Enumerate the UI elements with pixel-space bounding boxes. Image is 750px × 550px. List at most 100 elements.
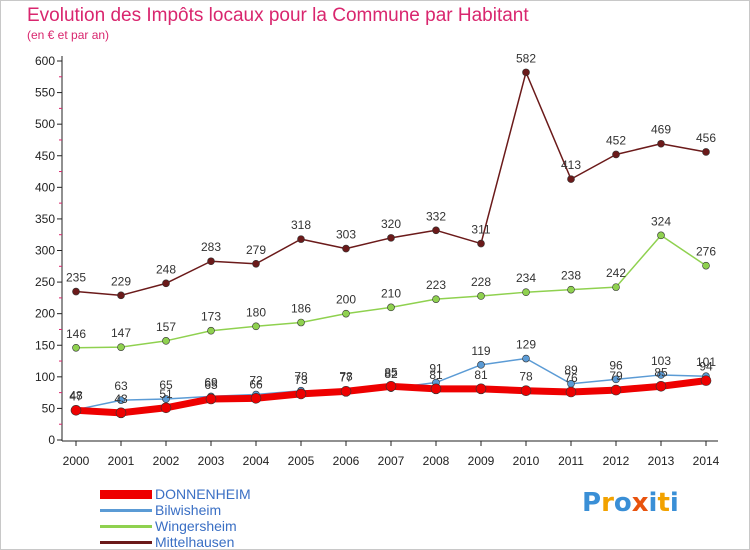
y-tick-label: 250 [35, 275, 55, 289]
data-label-bilwisheim: 48 [69, 389, 83, 403]
logo-letter: o [613, 488, 632, 518]
data-label-wingersheim: 223 [426, 278, 446, 292]
data-point-donnenheim [160, 402, 172, 414]
data-label-donnenheim: 79 [609, 369, 623, 383]
data-label-donnenheim: 76 [564, 371, 578, 385]
data-label-wingersheim: 242 [606, 266, 626, 280]
y-tick-label: 0 [48, 433, 55, 447]
data-point-donnenheim [655, 381, 667, 392]
logo-letter: x [631, 488, 649, 518]
data-point-wingersheim [252, 322, 260, 331]
data-label-donnenheim: 65 [204, 378, 218, 392]
legend-item-donnenheim: DONNENHEIM [100, 486, 400, 502]
y-tick-label: 450 [35, 149, 55, 163]
logo-letter: P [582, 488, 602, 518]
data-label-wingersheim: 146 [66, 327, 86, 341]
proxiti-logo: Proxiti [582, 488, 679, 518]
x-tick-label: 2014 [693, 454, 720, 468]
logo-letter: r [601, 488, 614, 518]
data-point-wingersheim [387, 303, 395, 312]
data-point-bilwisheim [612, 375, 620, 384]
data-point-mittelhausen [567, 175, 575, 183]
data-label-mittelhausen: 456 [696, 131, 716, 145]
data-label-donnenheim: 78 [519, 370, 533, 384]
data-label-mittelhausen: 413 [561, 158, 581, 172]
x-tick-label: 2011 [558, 454, 584, 468]
data-label-mittelhausen: 303 [336, 228, 356, 242]
data-point-donnenheim [250, 393, 262, 404]
data-point-wingersheim [612, 283, 620, 291]
data-point-bilwisheim [657, 371, 665, 379]
data-label-donnenheim: 85 [384, 365, 398, 379]
y-tick-label: 100 [35, 370, 55, 384]
data-label-donnenheim: 51 [159, 387, 173, 401]
data-point-wingersheim [432, 295, 440, 303]
data-point-bilwisheim [522, 354, 530, 363]
data-label-bilwisheim: 63 [114, 379, 128, 393]
data-label-donnenheim: 81 [474, 368, 488, 382]
data-label-wingersheim: 324 [651, 214, 671, 228]
y-tick-label: 150 [35, 338, 55, 352]
data-label-bilwisheim: 72 [249, 374, 263, 388]
legend-label-donnenheim: DONNENHEIM [155, 486, 251, 502]
data-label-bilwisheim: 101 [696, 355, 716, 369]
data-label-donnenheim: 94 [699, 360, 713, 374]
y-tick-label: 600 [35, 54, 55, 68]
series-lines [70, 68, 712, 419]
logo-letter: i [648, 488, 658, 518]
data-label-mittelhausen: 582 [516, 51, 536, 65]
data-point-mittelhausen [612, 150, 620, 159]
legend-item-mittelhausen: Mittelhausen [100, 534, 400, 550]
y-axis-ticks: 0 50 100 150 200 250 300 350 400 450 500 550 600 [35, 54, 62, 447]
data-point-bilwisheim [477, 361, 485, 369]
data-point-donnenheim [475, 383, 487, 395]
data-label-wingersheim: 173 [201, 310, 221, 324]
x-tick-label: 2013 [648, 454, 675, 468]
x-tick-label: 2010 [513, 454, 540, 468]
legend-item-bilwisheim: Bilwisheim [100, 502, 400, 518]
data-label-wingersheim: 147 [111, 326, 131, 340]
y-tick-label: 400 [35, 180, 55, 194]
chart-title: Evolution des Impôts locaux pour la Comm… [27, 5, 529, 26]
data-label-donnenheim: 66 [249, 377, 263, 391]
y-tick-label: 550 [35, 86, 55, 100]
data-point-wingersheim [72, 343, 80, 352]
data-label-bilwisheim: 69 [204, 375, 218, 389]
data-point-donnenheim [295, 388, 307, 400]
data-point-mittelhausen [207, 257, 215, 266]
data-point-wingersheim [567, 285, 575, 294]
data-point-donnenheim [340, 386, 352, 397]
data-label-bilwisheim: 65 [159, 378, 173, 392]
data-point-bilwisheim [162, 395, 170, 403]
data-label-mittelhausen: 229 [111, 274, 131, 288]
legend-item-wingersheim: Wingersheim [100, 518, 400, 534]
data-point-donnenheim [520, 385, 532, 397]
data-label-mittelhausen: 452 [606, 133, 626, 147]
data-point-mittelhausen [297, 235, 305, 243]
data-label-bilwisheim: 91 [429, 362, 443, 376]
data-point-mittelhausen [387, 234, 395, 242]
data-point-donnenheim [70, 405, 82, 416]
data-label-wingersheim: 234 [516, 271, 536, 285]
data-label-wingersheim: 180 [246, 305, 266, 319]
logo-letter: i [669, 488, 679, 518]
data-point-wingersheim [117, 343, 125, 351]
data-point-bilwisheim [117, 396, 125, 405]
x-tick-label: 2000 [63, 454, 90, 468]
data-label-bilwisheim: 96 [609, 358, 623, 372]
y-tick-label: 300 [35, 244, 55, 258]
data-labels: 235 229 248 283 279 318 303 320 332 311 582 413 452 4… [66, 51, 716, 405]
data-label-donnenheim: 47 [69, 389, 83, 403]
x-tick-label: 2003 [198, 454, 225, 468]
legend-label-wingersheim: Wingersheim [155, 518, 237, 534]
data-label-bilwisheim: 129 [516, 338, 536, 352]
data-point-donnenheim [385, 381, 397, 392]
data-label-bilwisheim: 103 [651, 354, 671, 368]
data-point-wingersheim [522, 288, 530, 296]
data-point-wingersheim [207, 326, 215, 335]
data-label-mittelhausen: 318 [291, 218, 311, 232]
legend-swatch-mittelhausen [100, 541, 152, 544]
data-label-mittelhausen: 248 [156, 262, 176, 276]
data-point-wingersheim [162, 337, 170, 345]
